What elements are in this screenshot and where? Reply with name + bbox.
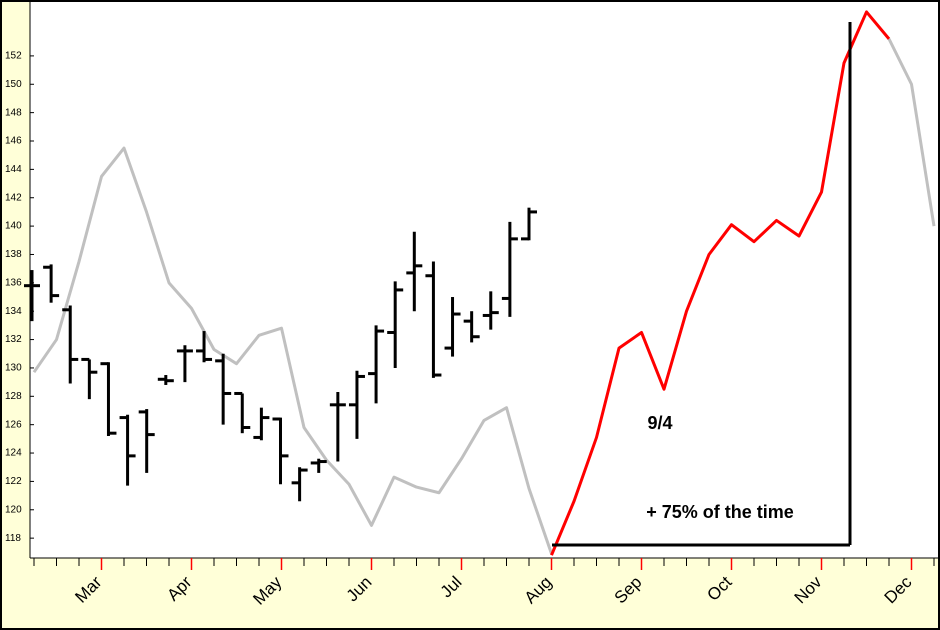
y-tick-label: 126 bbox=[5, 419, 22, 430]
annotation: + 75% of the time bbox=[646, 502, 794, 522]
y-tick-label: 136 bbox=[5, 277, 22, 288]
y-tick-label: 146 bbox=[5, 136, 22, 147]
y-tick-label: 134 bbox=[5, 306, 22, 317]
y-tick-label: 138 bbox=[5, 249, 22, 260]
line-series bbox=[550, 10, 891, 556]
y-tick-label: 142 bbox=[5, 192, 22, 203]
line-series bbox=[32, 38, 936, 555]
y-tick-label: 120 bbox=[5, 504, 22, 515]
y-tick-label: 140 bbox=[5, 221, 22, 232]
y-tick-label: 132 bbox=[5, 334, 22, 345]
y-tick-label: 148 bbox=[5, 107, 22, 118]
y-tick-label: 118 bbox=[5, 533, 21, 544]
y-tick-label: 144 bbox=[5, 164, 22, 175]
y-tick-label: 130 bbox=[5, 363, 22, 374]
y-tick-label: 124 bbox=[5, 448, 22, 459]
annotation: 9/4 bbox=[647, 413, 672, 433]
y-tick-label: 122 bbox=[5, 476, 22, 487]
y-tick-label: 150 bbox=[5, 79, 22, 90]
plot: 118 120 122 124 126 128 130 132 134 136 138 140 142 1… bbox=[5, 2, 938, 609]
plot-area bbox=[30, 2, 938, 558]
y-tick-label: 128 bbox=[5, 391, 22, 402]
y-tick-label: 152 bbox=[5, 51, 22, 62]
